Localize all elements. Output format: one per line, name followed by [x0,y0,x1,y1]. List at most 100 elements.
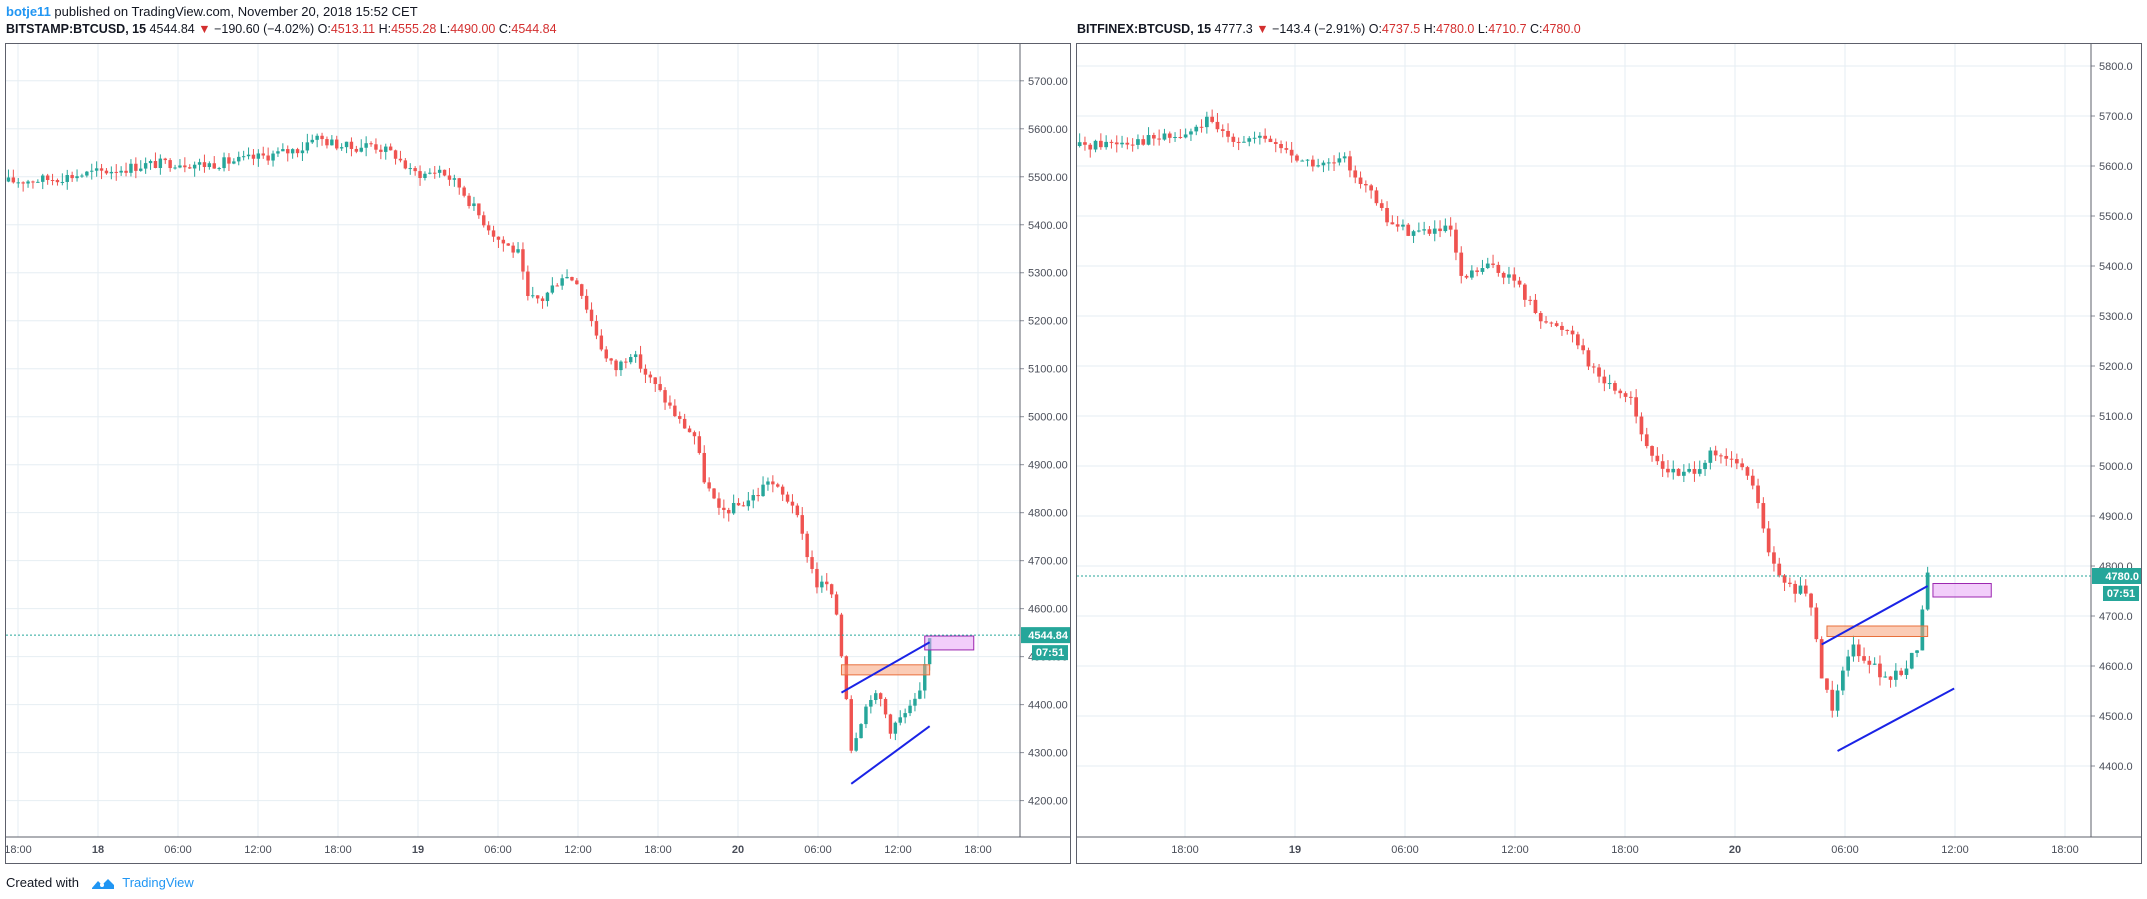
candle-body [94,168,99,171]
y-axis-tick-label: 5400.00 [1028,220,1068,232]
chart-2-change: −143.4 (−2.91%) [1272,22,1366,36]
y-axis-tick-label: 4300.00 [1028,748,1068,760]
chart-2-close: 4780.0 [1542,22,1581,36]
candle-body [45,175,50,181]
candle-body [565,276,569,279]
x-axis-tick-label: 18:00 [2051,844,2079,856]
candle-body [1136,139,1140,145]
chart-1-close: 4544.84 [511,22,557,36]
candle-body [1199,126,1204,128]
chart-1-last: 4544.84 [149,22,195,36]
candle-body [1703,462,1707,470]
candle-body [1830,689,1835,711]
candle-body [1761,503,1766,529]
x-axis-tick-label: 18:00 [964,844,992,856]
candle-body [1575,334,1580,346]
candle-body [21,182,25,184]
candle-body [913,698,917,706]
candle-body [1512,274,1517,281]
countdown-badge [1032,645,1068,661]
candle-body [1909,652,1914,669]
chart-2-symbol[interactable]: BITFINEX:BTCUSD, 15 [1077,22,1212,36]
candle-body [761,484,765,497]
tradingview-brand-link[interactable]: TradingView [122,875,194,890]
candle-body [1236,141,1241,143]
candle-body [849,699,853,751]
x-axis-tick-label: 18:00 [6,844,32,856]
candle-body [1342,156,1347,159]
candle-body [50,180,55,182]
candle-body [330,139,334,146]
candle-body [1740,463,1745,468]
candle-body [741,505,746,507]
candle-body [261,153,265,156]
candle-body [633,354,638,358]
last-price-label: 4544.84 [1028,630,1069,642]
candle-body [1613,383,1617,391]
candle-body [629,357,633,363]
chart-2-panel[interactable]: 4400.0 4500.0 4600.0 4700.0 4800.0 4900.0 5000… [1076,43,2142,864]
chart-1-low: 4490.00 [450,22,496,36]
candle-body [1374,190,1379,204]
candle-body [31,181,35,183]
candle-body [1151,135,1156,139]
y-axis-tick-label: 5200.0 [2099,361,2133,373]
candle-body [673,405,677,417]
candle-body [584,295,589,310]
candle-body [1772,552,1776,564]
down-triangle-icon: ▼ [198,22,211,36]
candle-body [712,488,716,499]
y-axis-tick-label: 5100.00 [1028,364,1068,376]
candle-body [1448,225,1453,230]
y-axis-tick-label: 5500.00 [1028,172,1068,184]
candle-body [374,144,378,150]
y-axis-tick-label: 5800.0 [2099,61,2133,73]
candle-body [1644,434,1649,447]
candle-body [859,724,863,739]
y-axis-tick-label: 4500.0 [2099,711,2133,723]
candle-body [1125,142,1130,145]
candle-body [290,149,295,154]
candle-body [104,170,109,174]
candle-body [1295,155,1299,161]
y-axis-tick-label: 4400.0 [2099,761,2133,773]
candle-body [1273,142,1278,145]
candle-body [663,390,667,403]
candle-body [1925,572,1930,610]
candle-body [780,486,785,495]
candle-body [1787,582,1792,584]
chart-2-svg[interactable]: 4400.04500.04600.04700.04800.04900.05000… [1077,44,2141,863]
candle-body [472,203,476,207]
x-axis-tick-label: 06:00 [484,844,512,856]
x-axis-tick-label: 19 [1289,844,1301,856]
candle-body [1401,224,1405,227]
candle-body [393,150,398,159]
candle-body [1204,116,1209,128]
candle-body [1819,639,1824,679]
candle-body [795,505,800,516]
candle-body [550,285,555,293]
candle-body [379,149,383,152]
candle-body [1528,299,1533,301]
chart-1-panel[interactable]: 4200.004300.004400.004500.004600.004700.… [5,43,1071,864]
chart-1-svg[interactable]: 4200.004300.004400.004500.004600.004700.… [6,44,1070,863]
x-axis-tick-label: 20 [732,844,744,856]
candle-body [477,203,481,216]
candle-body [1538,313,1543,322]
candle-body [1708,450,1713,463]
candle-body [1358,177,1363,185]
candle-body [1083,142,1087,145]
candle-body [197,162,202,165]
author-link[interactable]: botje11 [6,4,51,19]
y-axis-tick-label: 5500.0 [2099,211,2133,223]
down-triangle-icon: ▼ [1256,22,1269,36]
candle-body [1210,116,1215,122]
candle-body [1570,330,1575,335]
candle-body [785,494,790,502]
chart-1-symbol[interactable]: BITSTAMP:BTCUSD, 15 [6,22,147,36]
candle-body [1093,140,1098,150]
candle-body [1395,224,1400,227]
trendline [840,641,931,694]
candle-body [776,484,780,487]
candle-body [869,700,873,707]
